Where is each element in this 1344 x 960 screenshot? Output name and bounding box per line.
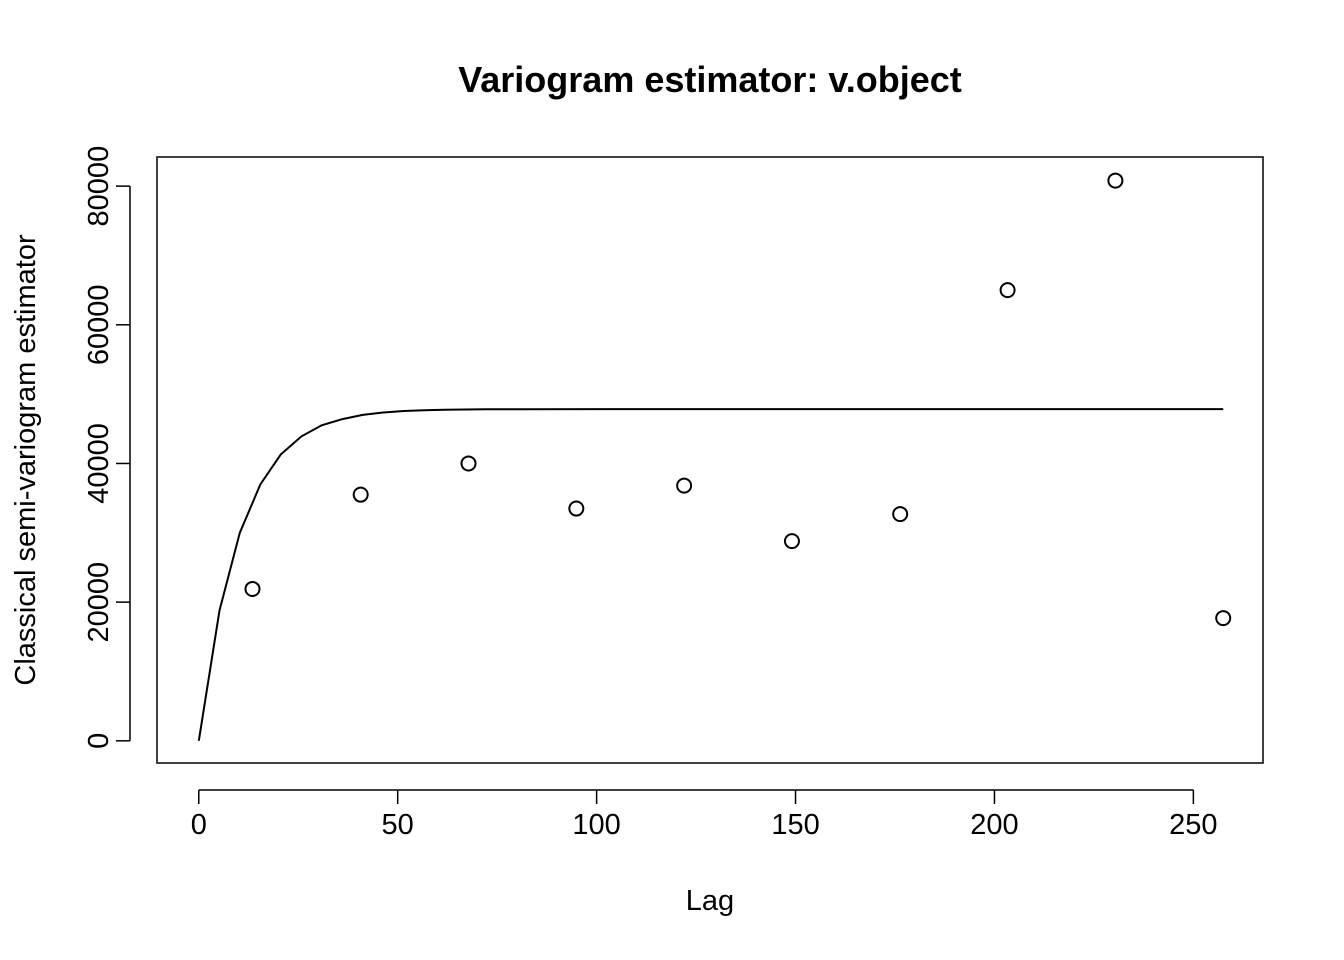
y-axis-label: Classical semi-variogram estimator [10, 234, 42, 686]
y-tick-label: 40000 [83, 423, 115, 504]
x-axis: 0 50 100 150 200 250 [191, 789, 1218, 841]
x-tick-label: 100 [572, 809, 620, 841]
data-point [999, 282, 1016, 299]
data-point [244, 580, 261, 597]
data-point [460, 455, 477, 472]
series-layer [197, 172, 1232, 741]
x-tick-label: 250 [1169, 809, 1217, 841]
data-point [1215, 610, 1232, 627]
y-tick-label: 0 [83, 733, 115, 749]
fitted-variogram-line [197, 408, 1224, 741]
x-axis-label: Lag [686, 885, 734, 917]
chart-title: Variogram estimator: v.object [458, 59, 962, 100]
data-point [352, 486, 369, 503]
data-point [568, 500, 585, 517]
y-tick-label: 60000 [83, 284, 115, 365]
y-tick-label: 20000 [83, 562, 115, 643]
y-tick-label: 80000 [83, 146, 115, 227]
x-tick-label: 0 [191, 809, 207, 841]
x-tick-label: 50 [382, 809, 414, 841]
x-tick-label: 200 [970, 809, 1018, 841]
data-point [1107, 172, 1124, 189]
data-point [783, 533, 800, 550]
plot-frame [156, 156, 1264, 764]
data-point [892, 506, 909, 523]
x-tick-label: 150 [771, 809, 819, 841]
y-axis: 0 20000 40000 60000 80000 [83, 146, 131, 749]
data-point [676, 477, 693, 494]
